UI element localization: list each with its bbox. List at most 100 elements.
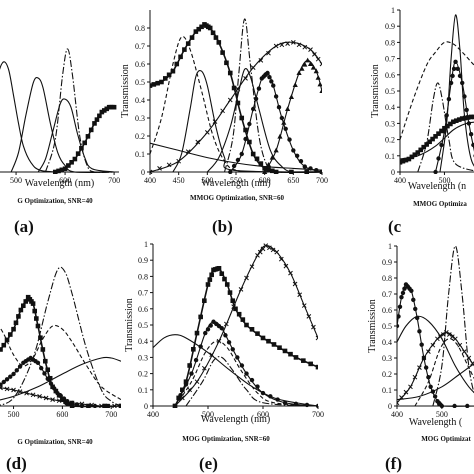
y-tick-label: 0.6	[138, 305, 148, 314]
marker-p3-s5-1	[0, 385, 3, 391]
marker-p5-s0-16	[423, 365, 429, 370]
marker-p4-s1-20	[283, 263, 289, 269]
marker-p3-s0-29	[66, 401, 72, 407]
marker-p4-s0-6	[194, 330, 200, 336]
marker-p4-s0-20	[230, 298, 236, 303]
marker-p3-s5-11	[63, 399, 68, 405]
marker-p3-s5-13	[79, 401, 85, 407]
y-axis-label: Transmission	[124, 298, 135, 352]
marker-p4-s0-34	[301, 358, 306, 363]
series-group	[153, 243, 318, 408]
marker-p2-s5-15	[442, 125, 447, 131]
marker-p4-s0-17	[222, 276, 227, 282]
panel-c: 400 500 0 0.1 0.2 0.3 0.4 0.5 0.6 0.7 0.8 0.9 1 Wavel…	[370, 6, 474, 236]
marker-p2-s3-11	[457, 73, 463, 79]
marker-p1-s0-35	[270, 168, 275, 174]
marker-p2-s3-1	[436, 156, 441, 161]
marker-p1-s6-0	[228, 169, 233, 174]
marker-p4-s1-26	[311, 324, 316, 330]
marker-p5-s0-4	[400, 290, 406, 296]
marker-p3-s0-8	[16, 314, 21, 319]
marker-p1-s7-21	[308, 47, 313, 52]
marker-p1-s8-9	[296, 70, 302, 75]
marker-p5-s0-24	[439, 403, 445, 408]
marker-p5-s0-26	[465, 403, 470, 408]
marker-p2-s5-25	[471, 114, 474, 120]
marker-p5-s2-9	[435, 336, 440, 342]
marker-p4-s0-end	[315, 364, 318, 370]
y-tick-label: 0	[388, 402, 392, 411]
series-line-p1-s5	[223, 18, 322, 173]
series-group	[150, 18, 322, 174]
marker-p1-s6-13	[267, 75, 272, 80]
marker-p5-s0-5	[402, 286, 407, 291]
marker-p0-s4-10	[85, 134, 91, 139]
series-line-p0-s2	[37, 98, 115, 173]
marker-p2-s5-3	[406, 156, 412, 162]
marker-p2-s5-18	[451, 119, 456, 125]
marker-p1-s0-13	[196, 26, 202, 32]
x-tick-label: 600	[59, 176, 71, 185]
marker-p3-s0-30	[69, 403, 75, 408]
x-tick-label: 400	[147, 410, 159, 419]
marker-p5-s0-25	[452, 403, 457, 408]
marker-p4-s0-18	[224, 282, 230, 287]
marker-p4-s1-11	[249, 264, 255, 270]
marker-p3-s1-15	[35, 360, 41, 365]
marker-p2-s5-6	[415, 150, 421, 155]
marker-p1-s0-30	[250, 151, 256, 157]
y-tick-label: 0.8	[138, 272, 148, 281]
marker-p1-s0-19	[210, 30, 216, 36]
marker-p2-s5-10	[427, 139, 432, 145]
marker-p4-s2-20	[255, 384, 260, 389]
x-tick-label: 600	[259, 176, 271, 185]
marker-p2-s3-13	[462, 94, 467, 99]
marker-p1-s6-6	[251, 106, 256, 112]
series-group	[0, 266, 121, 408]
marker-p4-s2-18	[244, 371, 249, 376]
marker-p1-s7-20	[302, 44, 308, 50]
x-tick-label: 550	[230, 176, 242, 185]
x-tick-label: 650	[287, 176, 299, 185]
marker-p5-s2-2	[403, 389, 409, 395]
marker-p4-s1-21	[288, 270, 293, 276]
series-line-p2-s1	[417, 82, 474, 173]
marker-p3-s1-17	[42, 371, 47, 376]
marker-p2-s5-20	[456, 117, 462, 122]
marker-p1-s7-9	[227, 97, 233, 103]
marker-p4-s2-3	[189, 371, 194, 376]
marker-p0-s4-4	[66, 163, 71, 168]
series-line-p3-s3	[0, 324, 121, 401]
marker-p2-s3-5	[446, 96, 452, 102]
y-tick-label: 0.3	[385, 119, 395, 128]
marker-p4-s0-31	[282, 348, 288, 354]
x-axis-label: Wavelength (nm)	[201, 178, 270, 189]
marker-p4-s1-10	[244, 275, 249, 281]
series-line-p0-s3	[44, 48, 115, 174]
y-tick-label: 0.5	[138, 321, 148, 330]
series-line-p5-s5	[397, 363, 474, 401]
marker-p1-s7-5	[195, 139, 201, 145]
panel-letter: (b)	[212, 217, 233, 236]
x-tick-label: 500	[202, 410, 214, 419]
marker-p1-s8-17	[317, 81, 322, 87]
marker-p1-s0-27	[239, 115, 245, 121]
marker-p4-s1-16	[267, 245, 272, 251]
panel-letter: (d)	[6, 454, 27, 473]
marker-p2-s5-24	[468, 114, 474, 120]
marker-p5-s0-3	[399, 295, 404, 300]
marker-p3-s5-4	[17, 389, 23, 394]
marker-p3-s1-3	[1, 379, 6, 385]
marker-p1-s7-0	[150, 169, 153, 174]
marker-p5-s2-13	[446, 332, 452, 337]
marker-p1-s6-20	[287, 137, 292, 142]
marker-p3-s0-18	[35, 323, 41, 329]
series-line-p5-s1	[397, 315, 474, 394]
marker-p0-s4-3	[62, 166, 68, 172]
marker-p1-s0-4	[162, 76, 168, 81]
marker-p5-s0-10	[411, 297, 416, 303]
marker-p2-s5-9	[424, 142, 429, 147]
marker-p1-s6-3	[239, 151, 244, 157]
y-axis-label: Transmission	[120, 64, 131, 118]
marker-p4-s0-1	[176, 395, 181, 401]
